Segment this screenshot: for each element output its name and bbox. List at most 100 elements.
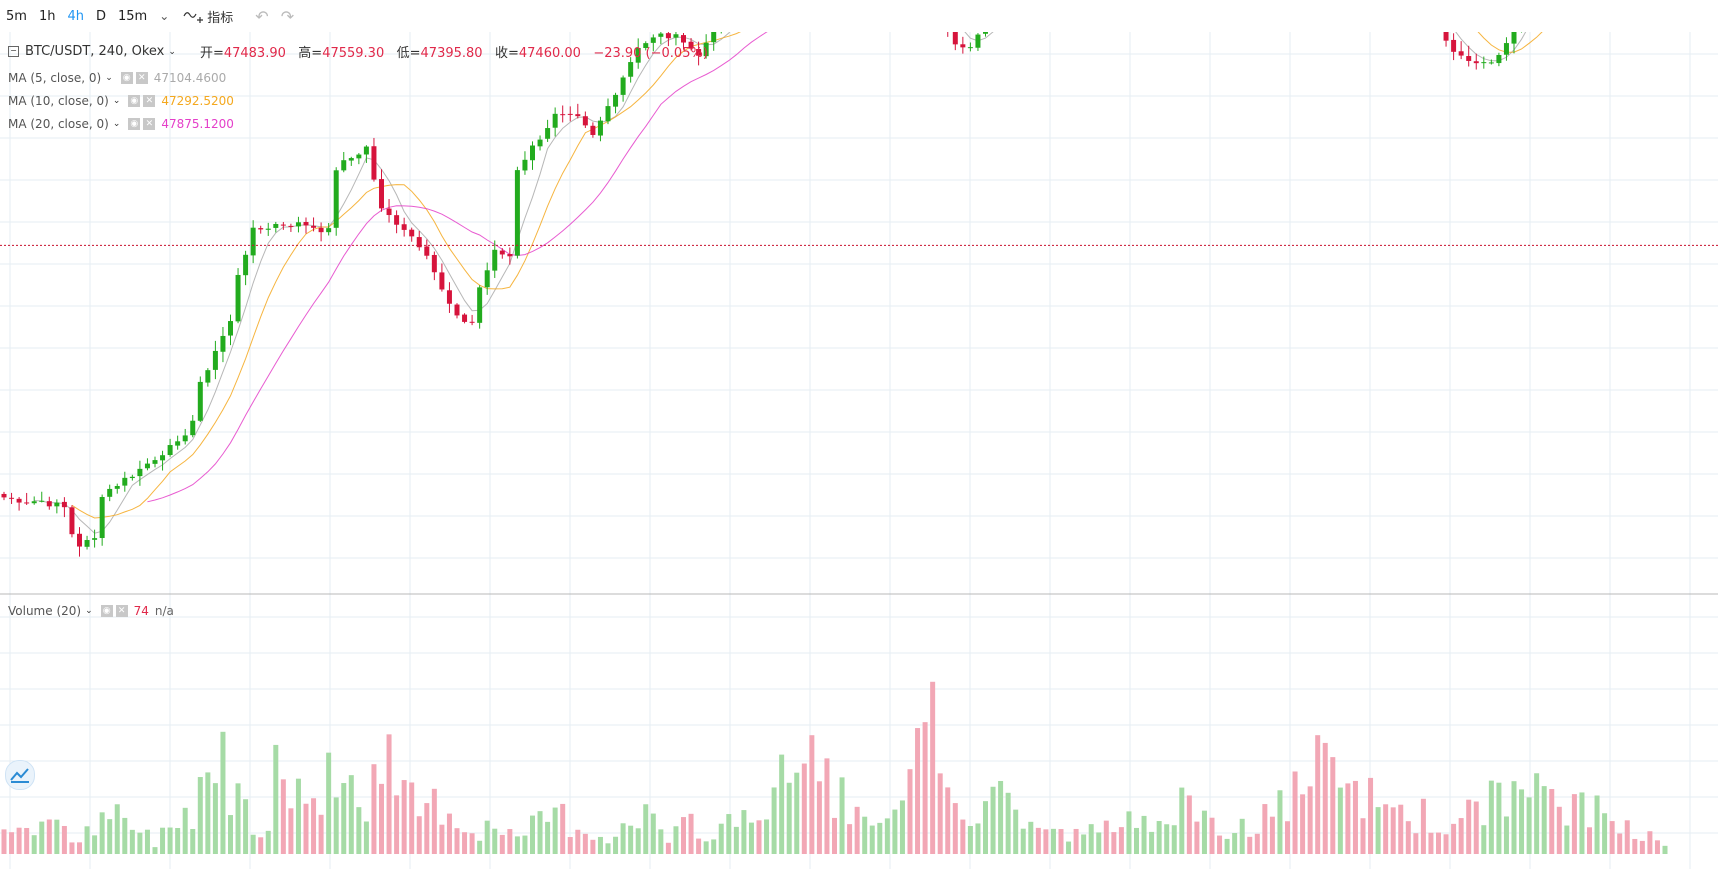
ma5-chevron-down-icon[interactable]: ⌄ bbox=[105, 73, 113, 83]
ma10-legend: MA (10, close, 0) ⌄ ◉ ✕ 47292.5200 bbox=[8, 94, 234, 108]
timeframe-4h[interactable]: 4h bbox=[67, 8, 84, 24]
volume-bar bbox=[235, 783, 241, 854]
volume-bar bbox=[1420, 798, 1426, 854]
candle-body bbox=[167, 445, 173, 456]
candle-body bbox=[175, 441, 181, 446]
volume-bar bbox=[1639, 840, 1645, 854]
timeframe-15m[interactable]: 15m bbox=[117, 8, 148, 24]
candle-body bbox=[311, 225, 317, 228]
volume-bar bbox=[960, 819, 966, 854]
volume-bar bbox=[326, 752, 332, 854]
timeframe-chevron-down-icon[interactable]: ⌄ bbox=[159, 9, 170, 23]
volume-bar bbox=[1360, 818, 1366, 854]
volume-bar bbox=[288, 808, 294, 854]
chart-area[interactable] bbox=[0, 32, 1718, 869]
candle-body bbox=[560, 114, 566, 116]
volume-bar bbox=[46, 819, 52, 854]
candle-body bbox=[650, 37, 656, 43]
candle-body bbox=[114, 486, 120, 489]
volume-bar bbox=[1368, 777, 1374, 854]
symbol-chevron-down-icon[interactable]: ⌄ bbox=[168, 46, 176, 57]
volume-bar bbox=[1519, 789, 1525, 854]
timeframe-d[interactable]: D bbox=[95, 8, 106, 24]
volume-bar bbox=[537, 811, 543, 854]
ma10-visibility-icon[interactable]: ◉ bbox=[128, 95, 141, 107]
volume-visibility-icon[interactable]: ◉ bbox=[100, 605, 113, 617]
candle-body bbox=[590, 125, 596, 135]
candle-body bbox=[469, 321, 475, 323]
volume-bar bbox=[733, 826, 739, 854]
volume-bar bbox=[1096, 832, 1102, 854]
volume-bar bbox=[877, 822, 883, 854]
volume-bar bbox=[1473, 801, 1479, 854]
candlesticks bbox=[1, 32, 1523, 557]
candle-body bbox=[530, 145, 535, 161]
ma5-legend: MA (5, close, 0) ⌄ ◉ ✕ 47104.4600 bbox=[8, 71, 226, 85]
ma5-label[interactable]: MA (5, close, 0) bbox=[8, 71, 102, 85]
ma5-close-icon[interactable]: ✕ bbox=[135, 72, 148, 84]
volume-bar bbox=[363, 821, 369, 854]
volume-bar bbox=[243, 799, 249, 854]
volume-bar bbox=[84, 826, 90, 854]
candle-body bbox=[107, 488, 113, 497]
volume-bar bbox=[741, 810, 747, 854]
volume-value: 74 bbox=[133, 604, 149, 618]
volume-bar bbox=[983, 801, 988, 854]
volume-bar bbox=[1405, 821, 1411, 854]
ma10-close-icon[interactable]: ✕ bbox=[143, 95, 156, 107]
volume-chevron-down-icon[interactable]: ⌄ bbox=[85, 606, 93, 616]
volume-bar bbox=[152, 847, 158, 854]
ma10-chevron-down-icon[interactable]: ⌄ bbox=[112, 96, 121, 106]
volume-bar bbox=[492, 828, 498, 854]
ma5-visibility-icon[interactable]: ◉ bbox=[120, 72, 133, 84]
volume-bar bbox=[1171, 825, 1177, 854]
volume-bar bbox=[1511, 781, 1517, 854]
candle-body bbox=[484, 270, 490, 288]
candle-body bbox=[477, 287, 483, 323]
volume-bar bbox=[1300, 794, 1306, 854]
ma20-visibility-icon[interactable]: ◉ bbox=[128, 118, 141, 130]
volume-bar bbox=[892, 809, 898, 854]
high-value: 47559.30 bbox=[322, 46, 385, 61]
volume-bar bbox=[832, 817, 837, 854]
candle-body bbox=[522, 159, 528, 171]
ma20-label[interactable]: MA (20, close, 0) bbox=[8, 117, 109, 131]
volume-bar bbox=[764, 819, 770, 854]
logo-icon[interactable] bbox=[5, 760, 35, 790]
undo-icon[interactable]: ↶ bbox=[255, 6, 269, 26]
candle-body bbox=[1488, 62, 1494, 64]
ma10-label[interactable]: MA (10, close, 0) bbox=[8, 94, 109, 108]
candle-body bbox=[1443, 32, 1449, 41]
volume-bar bbox=[1028, 821, 1034, 854]
volume-bar bbox=[1058, 829, 1064, 854]
volume-close-icon[interactable]: ✕ bbox=[115, 605, 128, 617]
volume-bar bbox=[295, 778, 301, 854]
volume-bar bbox=[1149, 831, 1155, 854]
indicators-button[interactable]: 指标 bbox=[183, 7, 233, 26]
volume-bar bbox=[1632, 838, 1638, 854]
timeframe-5m[interactable]: 5m bbox=[6, 8, 27, 24]
volume-label[interactable]: Volume (20) bbox=[8, 604, 82, 618]
candle-body bbox=[431, 254, 437, 273]
volume-bar bbox=[854, 806, 860, 854]
timeframe-1h[interactable]: 1h bbox=[38, 8, 56, 24]
volume-bar bbox=[884, 818, 890, 854]
volume-bar bbox=[311, 798, 317, 854]
candle-body bbox=[220, 335, 226, 352]
candle-body bbox=[137, 468, 143, 477]
candle-body bbox=[280, 224, 286, 226]
volume-bar bbox=[673, 826, 679, 854]
candle-body bbox=[703, 42, 709, 57]
ma20-value: 47875.1200 bbox=[161, 117, 234, 131]
collapse-icon[interactable]: − bbox=[8, 46, 19, 57]
redo-icon[interactable]: ↷ bbox=[280, 6, 295, 26]
symbol-label[interactable]: BTC/USDT, 240, Okex bbox=[25, 44, 165, 59]
ma20-chevron-down-icon[interactable]: ⌄ bbox=[112, 119, 121, 129]
candle-body bbox=[326, 228, 332, 233]
volume-bar bbox=[794, 772, 800, 854]
volume-bar bbox=[869, 825, 875, 854]
volume-bar bbox=[1352, 780, 1358, 854]
volume-bar bbox=[1141, 815, 1147, 854]
ma20-close-icon[interactable]: ✕ bbox=[143, 118, 156, 130]
open-key: 开= bbox=[199, 46, 224, 61]
